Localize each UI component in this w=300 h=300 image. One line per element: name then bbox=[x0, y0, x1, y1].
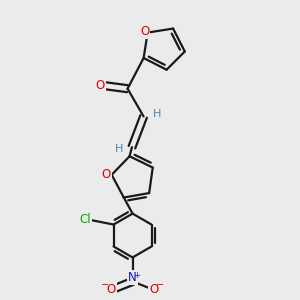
Text: +: + bbox=[133, 271, 140, 280]
Text: −: − bbox=[101, 280, 110, 290]
Text: O: O bbox=[106, 283, 116, 296]
Text: Cl: Cl bbox=[80, 213, 91, 226]
Text: N: N bbox=[128, 272, 137, 284]
Text: H: H bbox=[153, 109, 161, 118]
Text: O: O bbox=[96, 79, 105, 92]
Text: O: O bbox=[140, 25, 149, 38]
Text: −: − bbox=[156, 280, 164, 290]
Text: H: H bbox=[115, 144, 123, 154]
Text: O: O bbox=[149, 283, 158, 296]
Text: O: O bbox=[102, 168, 111, 181]
